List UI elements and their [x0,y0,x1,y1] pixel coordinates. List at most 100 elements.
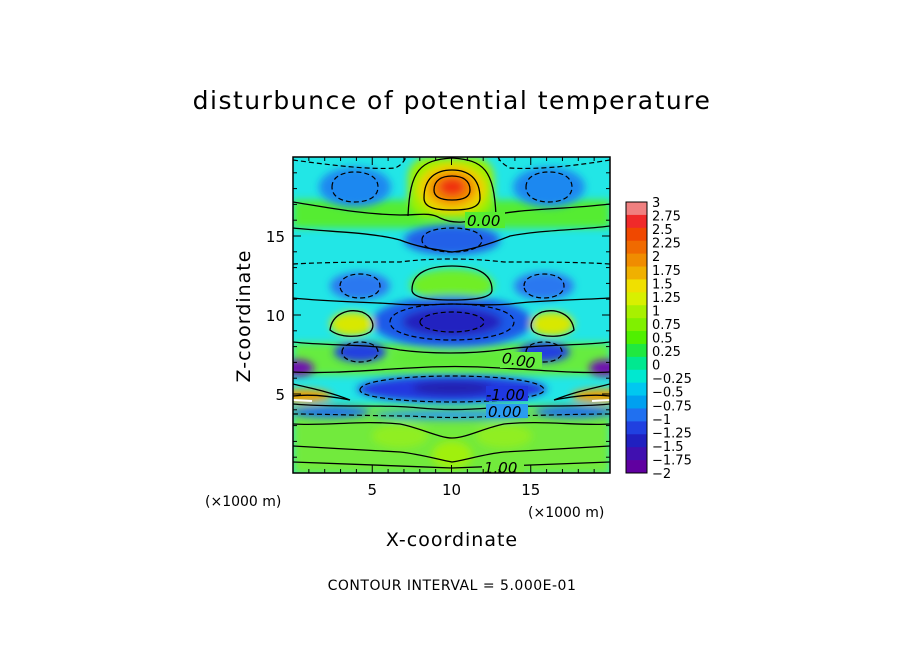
warm-core-inner [439,178,465,196]
cold-under-left [293,406,370,418]
colorbar-label: −1 [652,413,671,428]
contour-label: 1.00 [484,459,517,477]
x-tick-label: 15 [521,481,540,499]
warm-bottom-left [372,424,428,448]
cold-edge-right [589,360,610,376]
contour-label-bg [465,212,505,228]
contour-dashed [389,303,515,341]
colorbar-label: 0.25 [652,345,681,360]
cold-under-right [534,406,610,418]
colorbar-label: 2.75 [652,210,681,225]
colorbar: 32.752.52.2521.751.51.2510.750.50.250−0.… [625,196,692,482]
cold-side-right [514,272,574,300]
edge-highlight [591,399,610,402]
edge-highlight [293,399,313,402]
colorbar-label: 0.75 [652,318,681,333]
contour-label-group: 0.00 0.00 -1.00 0.00 1.00 [465,212,542,477]
y-tick-label: 10 [266,307,285,325]
warm-edge-right [571,389,610,403]
cold-side-left [330,272,390,300]
contour-dashed [497,157,610,170]
colorbar-label: −2 [652,467,671,482]
contour-solid [293,365,610,374]
contour-label-bg [482,460,524,473]
colorbar-swatch [626,343,647,358]
colorbar-label: −1.75 [652,453,692,468]
colorbar-label: 1.25 [652,291,681,306]
contour-dashed [293,258,610,265]
contour-solid [293,403,610,411]
colorbar-swatch [626,421,647,435]
y-tick-label: 15 [266,228,285,246]
colorbar-swatch [626,356,647,371]
colorbar-swatch [626,408,647,422]
contour-label-bg [486,404,528,418]
contour-solid [293,383,351,401]
colorbar-label: 2.25 [652,237,681,252]
contour-label-bg [500,352,542,368]
colorbar-swatch [626,369,647,384]
colorbar-swatch [626,395,647,409]
cold-band-core [412,381,492,395]
cold-edge-left [293,360,314,376]
contour-dashed [293,413,610,419]
edge-highlights [293,399,610,402]
colorbar-swatch [626,240,647,255]
warm-side-left [330,312,374,336]
y-axis-title: Z-coordinate [233,250,255,383]
colorbar-swatch [626,460,647,474]
colorbar-label: −1.25 [652,426,692,441]
colorbar-swatch [626,331,647,345]
field-features [293,157,610,469]
cold-top-left [319,167,391,207]
contour-solid [293,341,610,354]
colorbar-label: 2 [652,250,660,265]
contour-dashed [359,375,545,403]
plot-area: 0.00 0.00 -1.00 0.00 1.00 [293,157,610,477]
contour-dashed [293,157,407,170]
colorbar-label: 1.75 [652,264,681,279]
contour-label: 0.00 [467,212,500,230]
warm-bottom-right [476,424,532,448]
contour-dashed [525,171,573,203]
colorbar-swatch [626,202,647,216]
colorbar-swatch [626,434,647,448]
contour-label: -1.00 [486,386,525,404]
axis-tick-labels: 5 10 15 5 10 15 [266,228,540,499]
colorbar-frame [625,201,648,474]
colorbar-swatch [626,266,647,280]
colorbar-label: 0 [652,359,660,374]
colorbar-label: −0.75 [652,399,692,414]
warm-mid-center [392,350,512,366]
colorbar-swatch [626,382,647,397]
x-unit-label: (×1000 m) [528,505,604,521]
z-unit-label: (×1000 m) [205,494,281,510]
contour-solid [411,265,493,301]
colorbar-label: 2.5 [652,223,673,238]
x-axis-title: X-coordinate [386,529,518,551]
colorbar-label: −1.5 [652,440,684,455]
colorbar-swatch [626,318,647,332]
contour-solid [293,445,610,463]
contour-dashed [339,273,381,299]
contour-solid [433,175,471,201]
colorbar-swatch [626,292,647,306]
colorbar-swatch [626,447,647,461]
contour-solid [293,201,610,223]
colorbar-swatch [626,253,647,268]
colorbar-label: −0.25 [652,372,692,387]
contour-label: 0.00 [501,349,537,373]
contour-solid [423,169,481,211]
colorbar-swatch [626,305,647,319]
contour-solid [530,310,575,337]
axis-ticks [293,157,610,473]
cold-top-right [513,167,585,207]
x-tick-label: 5 [367,481,377,499]
warm-center [410,269,494,301]
contour-label-bg [486,386,528,401]
contour-solid [553,383,610,401]
contour-dashed [523,273,565,299]
x-tick-label: 10 [442,481,461,499]
colorbar-swatch [626,279,647,293]
